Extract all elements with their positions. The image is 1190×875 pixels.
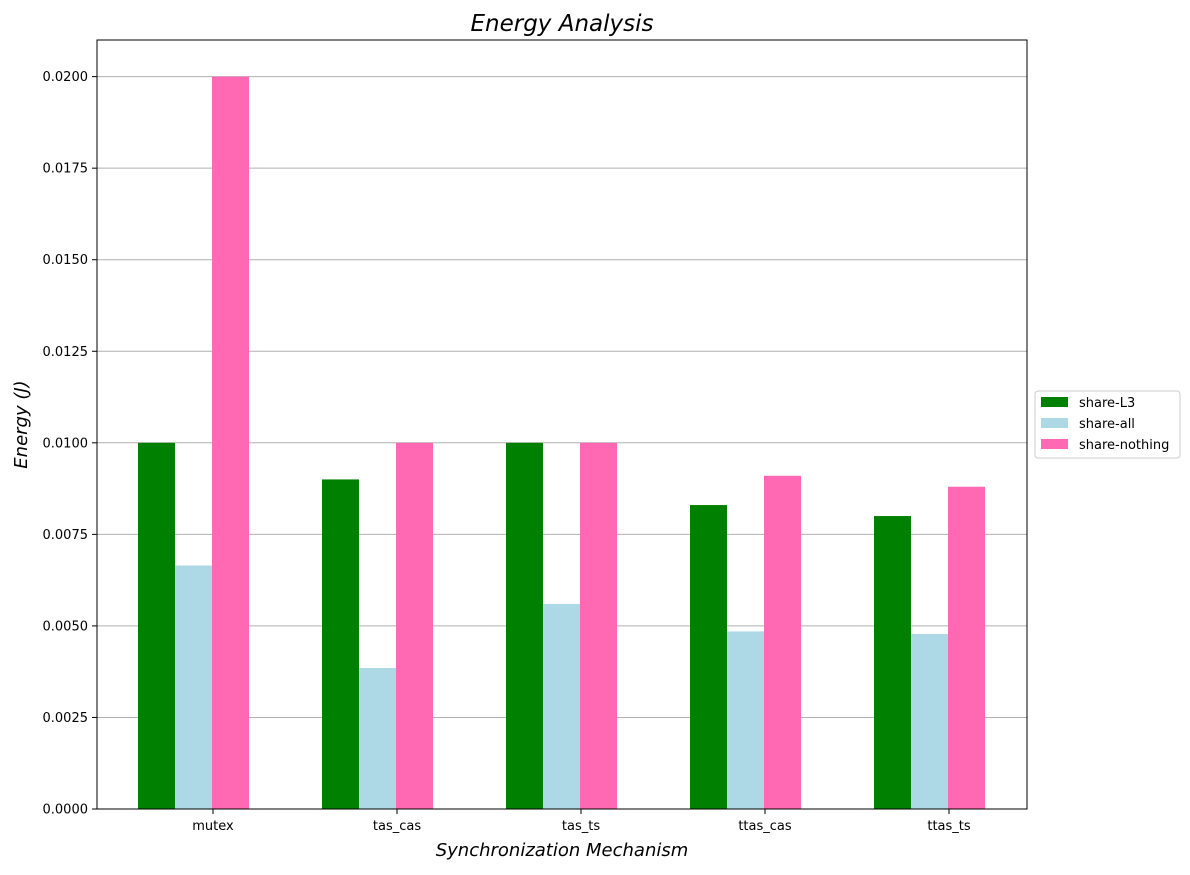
y-tick-label: 0.0075 bbox=[43, 528, 89, 543]
legend-label-share-nothing: share-nothing bbox=[1079, 438, 1169, 453]
bar-share-all-ttas_cas bbox=[727, 631, 764, 809]
legend: share-L3 share-all share-nothing bbox=[1034, 390, 1181, 459]
y-tick-label: 0.0025 bbox=[43, 711, 89, 726]
x-tick-label-mutex: mutex bbox=[192, 819, 234, 834]
bar-share-L3-mutex bbox=[138, 442, 175, 809]
bar-share-L3-ttas_cas bbox=[690, 505, 727, 809]
y-tick-label: 0.0125 bbox=[43, 345, 89, 360]
plot-frame bbox=[96, 39, 1028, 810]
y-tick-label: 0.0050 bbox=[43, 619, 89, 634]
y-tick-label: 0.0200 bbox=[43, 70, 89, 85]
y-tick-label: 0.0100 bbox=[43, 436, 89, 451]
x-tick-label-tas_ts: tas_ts bbox=[562, 819, 600, 834]
bar-share-nothing-tas_ts bbox=[580, 442, 617, 809]
x-axis-ticks: mutex tas_cas tas_ts ttas_cas ttas_ts bbox=[192, 809, 971, 834]
bar-share-L3-tas_cas bbox=[322, 479, 359, 809]
legend-swatch-share-L3 bbox=[1041, 397, 1068, 407]
bar-share-all-tas_ts bbox=[543, 603, 580, 809]
legend-swatch-share-nothing bbox=[1041, 439, 1068, 449]
bar-share-L3-ttas_ts bbox=[874, 516, 911, 809]
bar-share-nothing-mutex bbox=[212, 76, 249, 810]
y-tick-label: 0.0000 bbox=[43, 803, 89, 818]
y-tick-label: 0.0150 bbox=[43, 253, 89, 268]
y-axis-ticks: 0.0000 0.0025 0.0050 0.0075 0.0100 0.0125 0.01… bbox=[43, 70, 97, 818]
bar-share-all-ttas_ts bbox=[911, 633, 948, 809]
x-axis-label: Synchronization Mechanism bbox=[436, 840, 689, 861]
bar-share-all-tas_cas bbox=[359, 668, 396, 809]
bars bbox=[138, 76, 985, 810]
bar-share-all-mutex bbox=[175, 565, 212, 809]
bar-share-nothing-ttas_ts bbox=[948, 486, 985, 809]
legend-swatch-share-all bbox=[1041, 418, 1068, 428]
legend-label-share-all: share-all bbox=[1079, 417, 1135, 432]
chart-title: Energy Analysis bbox=[470, 11, 653, 37]
legend-box bbox=[1034, 390, 1181, 459]
y-axis-label: Energy (J) bbox=[11, 380, 32, 468]
bar-share-L3-tas_ts bbox=[506, 442, 543, 809]
legend-label-share-L3: share-L3 bbox=[1079, 396, 1135, 411]
bar-share-nothing-tas_cas bbox=[396, 442, 433, 809]
x-tick-label-ttas_cas: ttas_cas bbox=[738, 819, 792, 834]
grid-lines bbox=[97, 76, 1027, 810]
x-tick-label-ttas_ts: ttas_ts bbox=[927, 819, 971, 834]
x-tick-label-tas_cas: tas_cas bbox=[373, 819, 421, 834]
y-tick-label: 0.0175 bbox=[43, 162, 89, 177]
bar-share-nothing-ttas_cas bbox=[764, 475, 801, 809]
